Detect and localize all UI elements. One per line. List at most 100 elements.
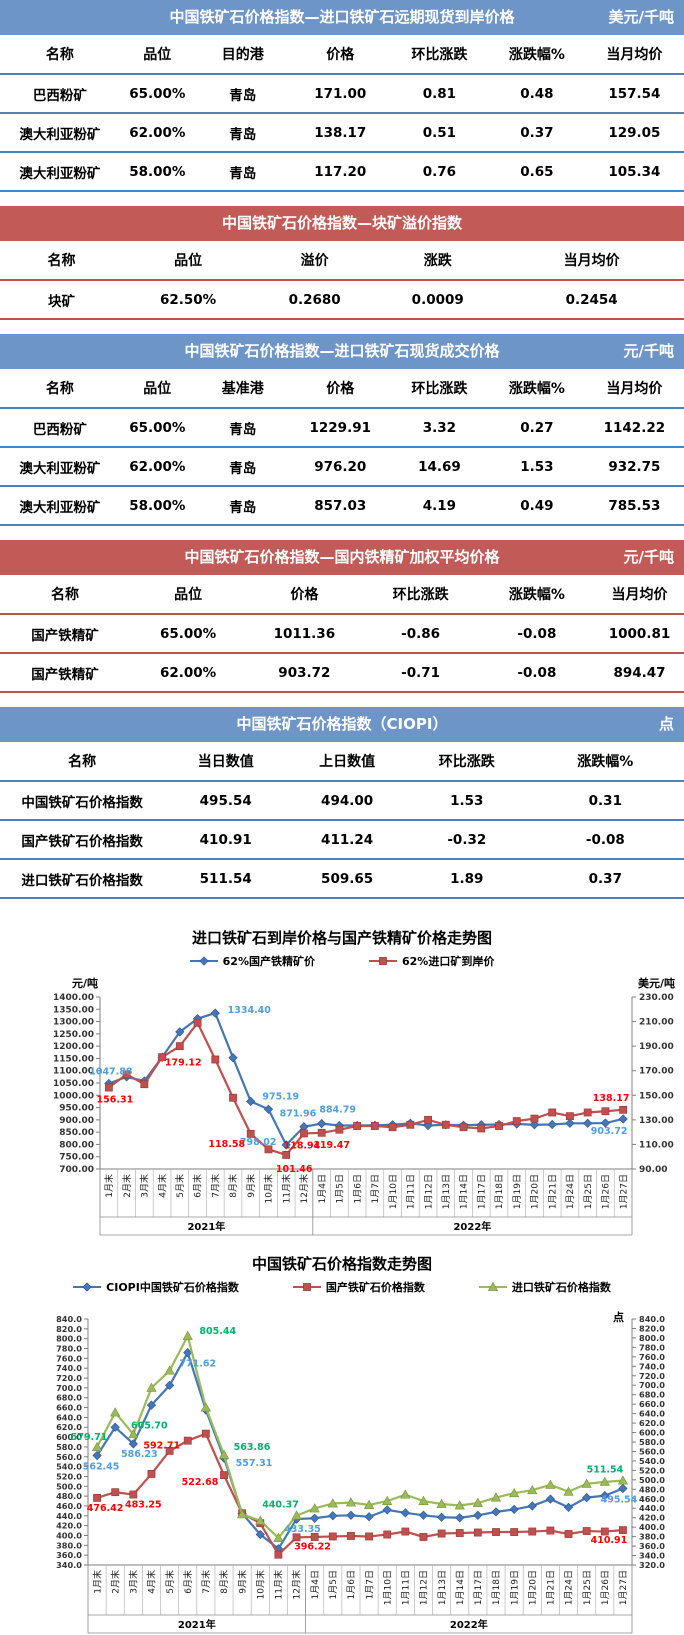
svg-text:560.0: 560.0 [56,1452,82,1462]
svg-text:884.79: 884.79 [319,1105,356,1116]
svg-text:720.0: 720.0 [639,1371,665,1381]
svg-text:563.86: 563.86 [234,1442,271,1453]
svg-text:780.0: 780.0 [56,1344,82,1354]
svg-text:3月末: 3月末 [139,1174,151,1198]
svg-text:1月20日: 1月20日 [527,1570,538,1605]
table-cell: -0.08 [585,831,625,848]
svg-text:1月19日: 1月19日 [512,1174,523,1209]
column-header: 当月均价 [611,587,668,603]
table-unit: 元/千吨 [623,548,674,566]
svg-text:1月末: 1月末 [103,1174,115,1198]
svg-text:1月10日: 1月10日 [382,1570,393,1605]
svg-text:1月27日: 1月27日 [618,1174,629,1209]
column-header: 环比涨跌 [392,587,449,603]
legend-item: 62%进口矿到岸价 [369,953,494,969]
svg-text:156.31: 156.31 [97,1095,134,1106]
svg-text:480.0: 480.0 [639,1484,665,1494]
svg-text:557.31: 557.31 [236,1458,273,1469]
column-header: 名称 [47,253,76,269]
data-table: 名称 品位 溢价 涨跌 当月均价 块矿 62.50% 0.2680 0.0009 0.2454 [0,241,684,320]
legend-label: 62%进口矿到岸价 [402,955,495,968]
svg-text:640.0: 640.0 [639,1409,665,1419]
svg-text:380.0: 380.0 [639,1532,665,1542]
table-cell: 903.72 [278,664,331,681]
column-header: 价格 [326,47,355,63]
svg-text:12月末: 12月末 [291,1570,303,1599]
svg-text:179.12: 179.12 [165,1058,202,1069]
svg-text:660.0: 660.0 [639,1399,665,1409]
legend-item: 进口铁矿石价格指数 [478,1279,611,1295]
legend-item: CIOPI中国铁矿石价格指数 [73,1279,239,1295]
svg-text:1月4日: 1月4日 [310,1570,321,1599]
table-title-bar: 中国铁矿石价格指数—进口铁矿石现货成交价格 元/千吨 [0,334,684,369]
table-cell: 青岛 [229,421,257,438]
svg-text:1250.00: 1250.00 [53,1030,94,1040]
table-title-bar: 中国铁矿石价格指数—进口铁矿石远期现货到岸价格 美元/千吨 [0,0,684,35]
legend-label: 进口铁矿石价格指数 [511,1281,611,1294]
svg-text:2022年: 2022年 [453,1220,491,1233]
table-cell: 1.53 [520,458,554,475]
svg-text:4月末: 4月末 [146,1570,158,1594]
svg-text:700.0: 700.0 [639,1380,665,1390]
table-title-bar: 中国铁矿石价格指数（CIOPI） 点 [0,707,684,742]
legend-marker-icon [478,1282,507,1291]
column-header: 品位 [143,381,172,397]
table-cell: 0.81 [422,85,457,102]
svg-text:540.0: 540.0 [639,1456,665,1466]
table-cell: 0.51 [422,124,457,141]
svg-text:495.54: 495.54 [601,1494,638,1505]
table-cell: 青岛 [229,87,257,104]
table-cell: 巴西粉矿 [32,421,87,438]
legend-item: 国产铁矿石价格指数 [292,1279,425,1295]
legend-label: 国产铁矿石价格指数 [325,1281,425,1294]
table-cell: 105.34 [608,163,661,180]
table-cell: 62.00% [129,458,186,475]
column-header: 当日数值 [197,754,254,770]
svg-text:119.47: 119.47 [313,1140,350,1151]
table-cell: 0.65 [520,163,554,180]
svg-text:1200.00: 1200.00 [53,1042,94,1052]
svg-text:580.0: 580.0 [56,1442,82,1452]
table-cell: 62.00% [159,664,217,681]
svg-text:5月末: 5月末 [164,1570,176,1594]
svg-text:950.00: 950.00 [59,1104,94,1114]
svg-text:900.00: 900.00 [59,1116,94,1126]
column-header: 涨跌幅% [508,587,565,603]
svg-text:110.00: 110.00 [639,1140,674,1150]
svg-text:520.0: 520.0 [56,1471,82,1481]
svg-text:520.0: 520.0 [639,1465,665,1475]
table-cell: 进口铁矿石价格指数 [21,872,143,889]
table-cell: -0.08 [517,625,557,642]
svg-text:740.0: 740.0 [56,1363,82,1373]
svg-text:1月20日: 1月20日 [530,1174,541,1209]
table-cell: 青岛 [229,126,257,143]
table-cell: 1011.36 [273,625,336,642]
table-cell: 171.00 [314,85,367,102]
svg-text:360.0: 360.0 [639,1541,665,1551]
table-cell: 国产铁矿石价格指数 [21,833,143,850]
svg-text:1月12日: 1月12日 [423,1174,434,1209]
table-body: 名称 品位 价格 环比涨跌 涨跌幅% 当月均价 国产铁精矿 65.00% 1011.36 -0.8… [0,575,684,693]
table-row: 澳大利亚粉矿 62.00% 青岛 976.20 14.69 1.53 932.75 [0,447,684,486]
table-cell: 976.20 [314,458,367,475]
svg-text:点: 点 [613,1310,624,1324]
svg-text:1月25日: 1月25日 [583,1174,594,1209]
svg-text:1月18日: 1月18日 [491,1570,502,1605]
legend-marker-icon [73,1282,102,1292]
svg-text:9月末: 9月末 [245,1174,257,1198]
table-body: 名称 品位 溢价 涨跌 当月均价 块矿 62.50% 0.2680 0.0009 0.2454 [0,241,684,320]
table-row: 澳大利亚粉矿 58.00% 青岛 117.20 0.76 0.65 105.34 [0,152,684,191]
chart-title: 中国铁矿石价格指数走势图 [251,1255,432,1273]
svg-text:760.0: 760.0 [639,1352,665,1362]
svg-text:500.0: 500.0 [639,1475,665,1485]
data-table: 名称 当日数值 上日数值 环比涨跌 涨跌幅% 中国铁矿石价格指数 495.54 494.00 1… [0,742,684,899]
svg-text:700.0: 700.0 [56,1383,82,1393]
table-cell: 1000.81 [608,625,671,642]
line-chart-canvas: 1400.00 1350.00 1300.00 1250.00 1200.00 1150.… [53,976,675,1236]
header-row: 名称 品位 溢价 涨跌 当月均价 [0,241,684,280]
svg-text:440.0: 440.0 [56,1511,82,1521]
svg-text:360.0: 360.0 [56,1550,82,1560]
data-table: 名称 品位 目的港 价格 环比涨跌 涨跌幅% 当月均价 巴西粉矿 65.00% 青岛 171.00 0… [0,35,684,192]
svg-text:1月5日: 1月5日 [335,1174,346,1203]
svg-text:800.0: 800.0 [56,1334,82,1344]
